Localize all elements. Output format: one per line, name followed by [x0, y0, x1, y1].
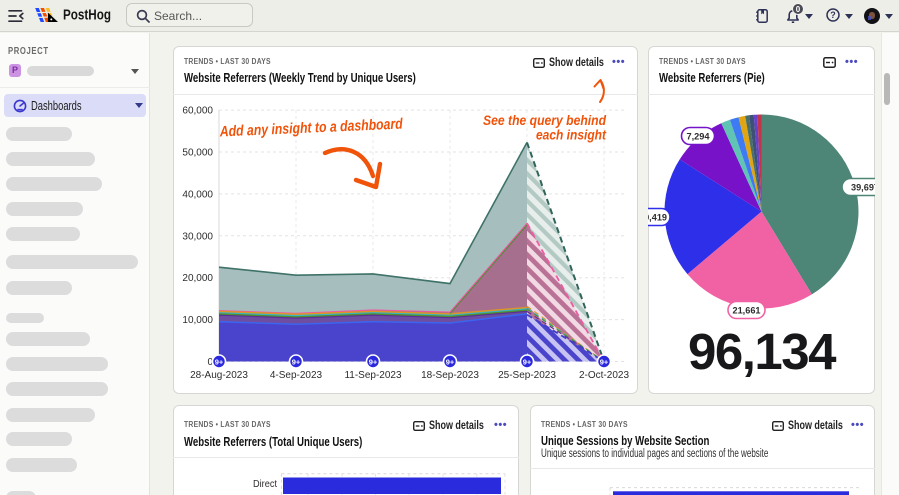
svg-text:PostHog: PostHog — [63, 7, 111, 24]
svg-text:9+: 9+ — [600, 357, 609, 366]
svg-text:28-Aug-2023: 28-Aug-2023 — [190, 370, 248, 381]
svg-text:10,000: 10,000 — [182, 315, 213, 326]
svg-text:9+: 9+ — [215, 357, 224, 366]
svg-text:each insight: each insight — [536, 128, 606, 143]
svg-text:25-Sep-2023: 25-Sep-2023 — [498, 370, 556, 381]
svg-text:18-Sep-2023: 18-Sep-2023 — [421, 370, 479, 381]
svg-text:4-Sep-2023: 4-Sep-2023 — [270, 370, 323, 381]
svg-text:2-Oct-2023: 2-Oct-2023 — [579, 370, 629, 381]
svg-text:Direct: Direct — [253, 478, 277, 490]
svg-text:7,294: 7,294 — [687, 132, 711, 143]
svg-text:9+: 9+ — [446, 357, 455, 366]
svg-text:39,697: 39,697 — [851, 183, 875, 194]
svg-text:9+: 9+ — [292, 357, 301, 366]
svg-text:20,000: 20,000 — [182, 273, 213, 284]
svg-text:30,000: 30,000 — [182, 231, 213, 242]
svg-text:Add any insight to a dashboard: Add any insight to a dashboard — [219, 116, 404, 141]
svg-text:9+: 9+ — [523, 357, 532, 366]
svg-text:40,000: 40,000 — [182, 189, 213, 200]
svg-text:11-Sep-2023: 11-Sep-2023 — [344, 370, 402, 381]
svg-text:19,419: 19,419 — [648, 213, 667, 224]
svg-text:?: ? — [830, 10, 836, 20]
svg-text:50,000: 50,000 — [182, 148, 213, 159]
svg-text:60,000: 60,000 — [182, 106, 213, 117]
svg-text:0: 0 — [207, 357, 213, 368]
svg-text:See the query behind: See the query behind — [483, 113, 607, 128]
svg-text:9+: 9+ — [369, 357, 378, 366]
svg-text:21,661: 21,661 — [733, 306, 762, 317]
